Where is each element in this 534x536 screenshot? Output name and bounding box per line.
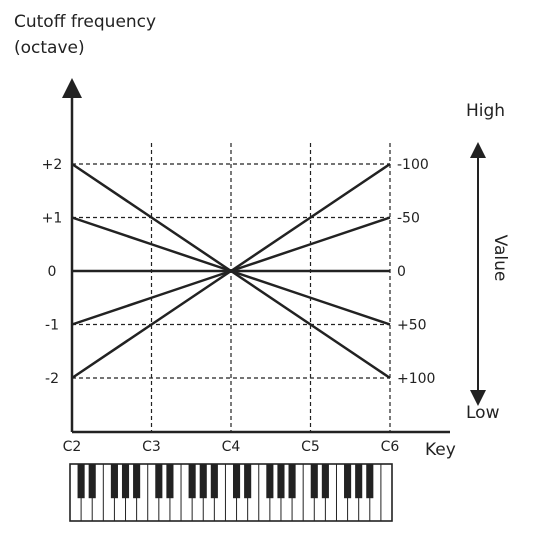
value-tick-label: -100 [397,157,429,173]
x-tick-label: C2 [63,439,82,455]
black-key [77,464,85,499]
black-key [266,464,274,499]
y-tick-label: -2 [45,371,59,387]
value-axis-label: Value [490,235,510,282]
black-key [288,464,296,499]
black-key [366,464,374,499]
x-tick-label: C5 [301,439,320,455]
chart-title-unit: (octave) [14,38,85,58]
black-key [210,464,218,499]
x-tick-label: C4 [222,439,241,455]
chart-title: Cutoff frequency [14,12,156,32]
series-lines [71,162,391,380]
black-key [188,464,196,499]
black-key [110,464,118,499]
value-tick-label: -50 [397,211,420,227]
keyboard-icon [69,463,393,522]
black-key [244,464,252,499]
y-tick-label: +1 [42,211,63,227]
black-key [155,464,163,499]
gridlines [72,143,391,432]
black-key [88,464,96,499]
value-tick-label: 0 [397,264,406,280]
series-line [71,162,391,380]
value-high-label: High [466,101,505,121]
keyboard-frame [69,463,393,522]
black-key [355,464,363,499]
x-tick-labels: C2 C3 C4 C5 C6 [63,439,400,455]
black-key [232,464,241,499]
value-labels: +100 +50 0 -50 -100 [397,157,435,387]
x-tick-label: C6 [381,439,400,455]
black-key [277,464,285,499]
value-low-label: Low [466,403,500,423]
x-axis-label: Key [425,440,456,460]
black-key [133,464,141,499]
x-tick-label: C3 [142,439,161,455]
black-key [321,464,329,499]
black-key [121,464,130,499]
black-key [199,464,207,499]
value-tick-label: +100 [397,371,435,387]
y-tick-label: -1 [45,318,59,334]
black-key [344,464,352,499]
y-tick-label: +2 [42,157,63,173]
black-key [166,464,174,499]
black-key [310,464,318,499]
y-tick-label: 0 [48,264,57,280]
value-tick-label: +50 [397,318,427,334]
y-tick-labels: +2 +1 0 -1 -2 [42,157,63,387]
